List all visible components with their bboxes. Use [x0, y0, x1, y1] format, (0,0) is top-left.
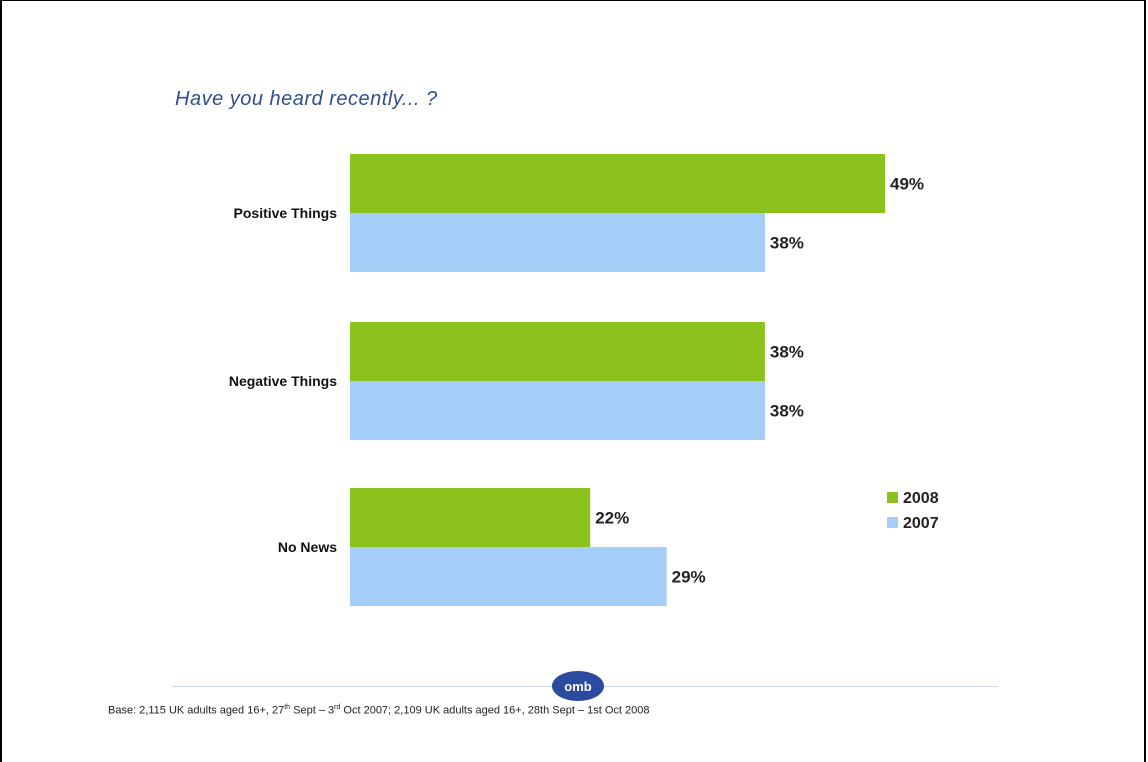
base-footnote: Base: 2,115 UK adults aged 16+, 27th Sep… — [108, 704, 650, 717]
value-label-2007: 29% — [672, 568, 706, 587]
bar-2007 — [350, 381, 765, 440]
value-label-2008: 38% — [770, 343, 804, 362]
company-logo: omb — [552, 671, 604, 701]
bar-2007 — [350, 547, 667, 606]
legend-swatch-2007 — [887, 517, 898, 528]
value-label-2007: 38% — [770, 234, 804, 253]
footnote-sup-2: rd — [334, 704, 341, 711]
legend-label-2007: 2007 — [903, 515, 939, 532]
bar-2008 — [350, 154, 885, 213]
chart-title: Have you heard recently... ? — [175, 88, 438, 110]
value-label-2007: 38% — [770, 402, 804, 421]
category-label: Negative Things — [229, 373, 337, 389]
footnote-part-2: Sept – 3 — [290, 704, 335, 717]
bar-2008 — [350, 322, 765, 381]
footnote-part-1: Base: 2,115 UK adults aged 16+, 27 — [108, 704, 285, 717]
bar-2007 — [350, 213, 765, 272]
category-label: No News — [278, 539, 337, 555]
bar-2008 — [350, 488, 591, 547]
footnote-part-3: Oct 2007; 2,109 UK adults aged 16+, 28th… — [340, 704, 650, 717]
value-label-2008: 49% — [890, 175, 924, 194]
legend-label-2008: 2008 — [903, 490, 939, 507]
legend-swatch-2008 — [887, 492, 898, 503]
category-label: Positive Things — [234, 205, 338, 221]
footnote-sup-1: th — [284, 704, 291, 711]
value-label-2008: 22% — [595, 509, 629, 528]
